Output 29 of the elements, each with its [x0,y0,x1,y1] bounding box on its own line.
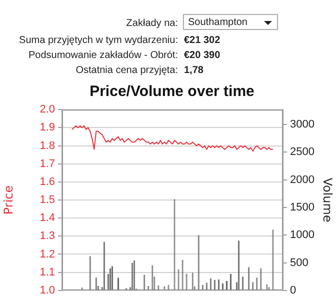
text: 1,78 [184,64,204,78]
y-tick-label: 1.4 [40,212,55,224]
y-tick-label: 1.6 [40,176,55,188]
y-tick-label: 2.0 [40,104,55,116]
text: €20 390 [184,49,220,63]
y-tick-label: 1.1 [40,266,55,278]
text: Ostatnia cena przyjęta: [76,64,178,78]
y-tick-label: 1.2 [40,248,55,260]
y2-tick-label: 1500 [290,201,314,214]
y2-tick-label: 2000 [290,174,314,186]
y2-tick-label: 3000 [290,118,314,131]
y-tick-label: 1.8 [40,140,55,152]
y2-tick-label: 500 [290,256,308,269]
y-tick-label: 1.7 [40,158,55,170]
y2-tick-label: 1000 [290,229,314,242]
text: Podsumowanie zakładów - Obrót: [28,49,178,63]
chart-title: Price/Volume over time [88,83,256,100]
text: Zakłady na: [126,17,178,31]
y-tick-label: 1.5 [40,194,55,206]
select-field: Southampton [183,14,278,30]
y-tick-label: 1.0 [40,284,55,296]
y2-tick-label: 0 [290,284,296,296]
y2-axis-title: Volume [320,178,335,222]
text: €21 302 [184,34,220,48]
y2-tick-label: 2500 [290,146,314,158]
text: Suma przyjętych w tym wydarzeniu: [19,34,178,48]
y-tick-label: 1.9 [40,122,55,134]
y-axis-title: Price [1,185,16,215]
y-tick-label: 1.3 [40,230,55,242]
